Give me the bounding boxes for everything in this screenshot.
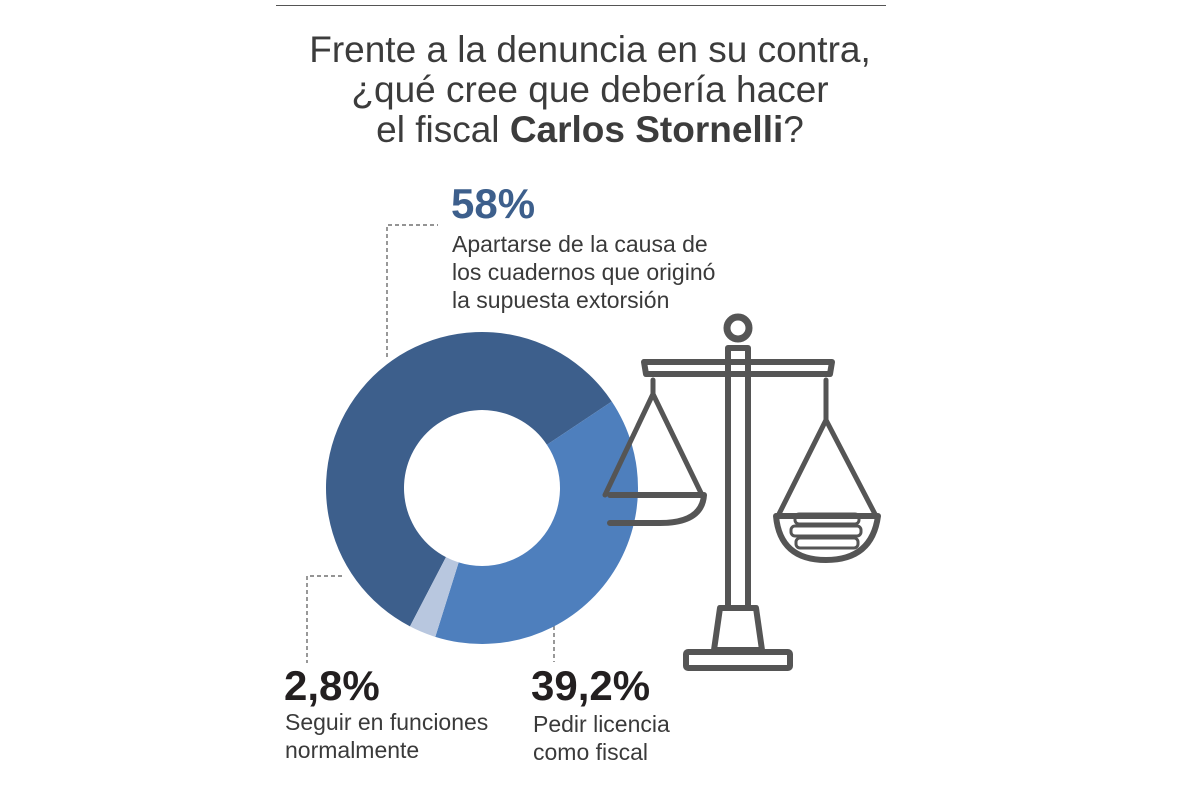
- desc-58-line-2: los cuadernos que originó: [452, 259, 716, 285]
- leader-line-58: [386, 224, 438, 357]
- desc-58-line-1: Apartarse de la causa de: [452, 231, 708, 257]
- desc-2-8-line-1: Seguir en funciones: [285, 709, 489, 735]
- donut-slices: [326, 332, 639, 644]
- scale-right-strings: [775, 417, 879, 519]
- desc-39-2-line-2: como fiscal: [533, 739, 649, 765]
- scale-beam: [641, 359, 835, 377]
- title-line-3-prefix: el fiscal: [376, 109, 510, 150]
- scales-of-justice-icon: [602, 313, 881, 671]
- donut-slice-3: [409, 557, 459, 637]
- scale-right-pan: [773, 513, 881, 563]
- scale-pillar-foot: [711, 605, 765, 653]
- pct-label-58: 58%: [451, 180, 536, 227]
- books-icon: [789, 512, 863, 550]
- title-line-3-suffix: ?: [783, 109, 804, 150]
- desc-39-2-line-1: Pedir licencia: [533, 711, 670, 737]
- scale-top-knob: [723, 313, 753, 343]
- top-rule: [276, 5, 886, 6]
- donut-slice-1: [326, 332, 612, 627]
- desc-2-8-line-2: normalmente: [285, 737, 420, 763]
- scale-pillar: [725, 345, 751, 611]
- desc-label-2-8: Seguir en funciones normalmente: [285, 708, 488, 764]
- pct-label-2-8: 2,8%: [284, 662, 380, 709]
- pct-label-39-2: 39,2%: [531, 662, 651, 709]
- scale-left-strings: [602, 391, 705, 498]
- title-line-3-bold: Carlos Stornelli: [509, 109, 784, 150]
- scale-base: [683, 649, 793, 671]
- desc-label-58: Apartarse de la causa de los cuadernos q…: [452, 230, 715, 314]
- desc-label-39-2: Pedir licencia como fiscal: [533, 710, 670, 766]
- leader-line-2-8: [306, 575, 342, 663]
- donut-slice-2: [435, 401, 639, 644]
- chart-title: Frente a la denuncia en su contra, ¿qué …: [240, 30, 940, 150]
- title-line-2: ¿qué cree que debería hacer: [351, 69, 829, 110]
- desc-58-line-3: la supuesta extorsión: [452, 287, 670, 313]
- scale-left-pan: [607, 492, 707, 526]
- title-line-1: Frente a la denuncia en su contra,: [309, 29, 871, 70]
